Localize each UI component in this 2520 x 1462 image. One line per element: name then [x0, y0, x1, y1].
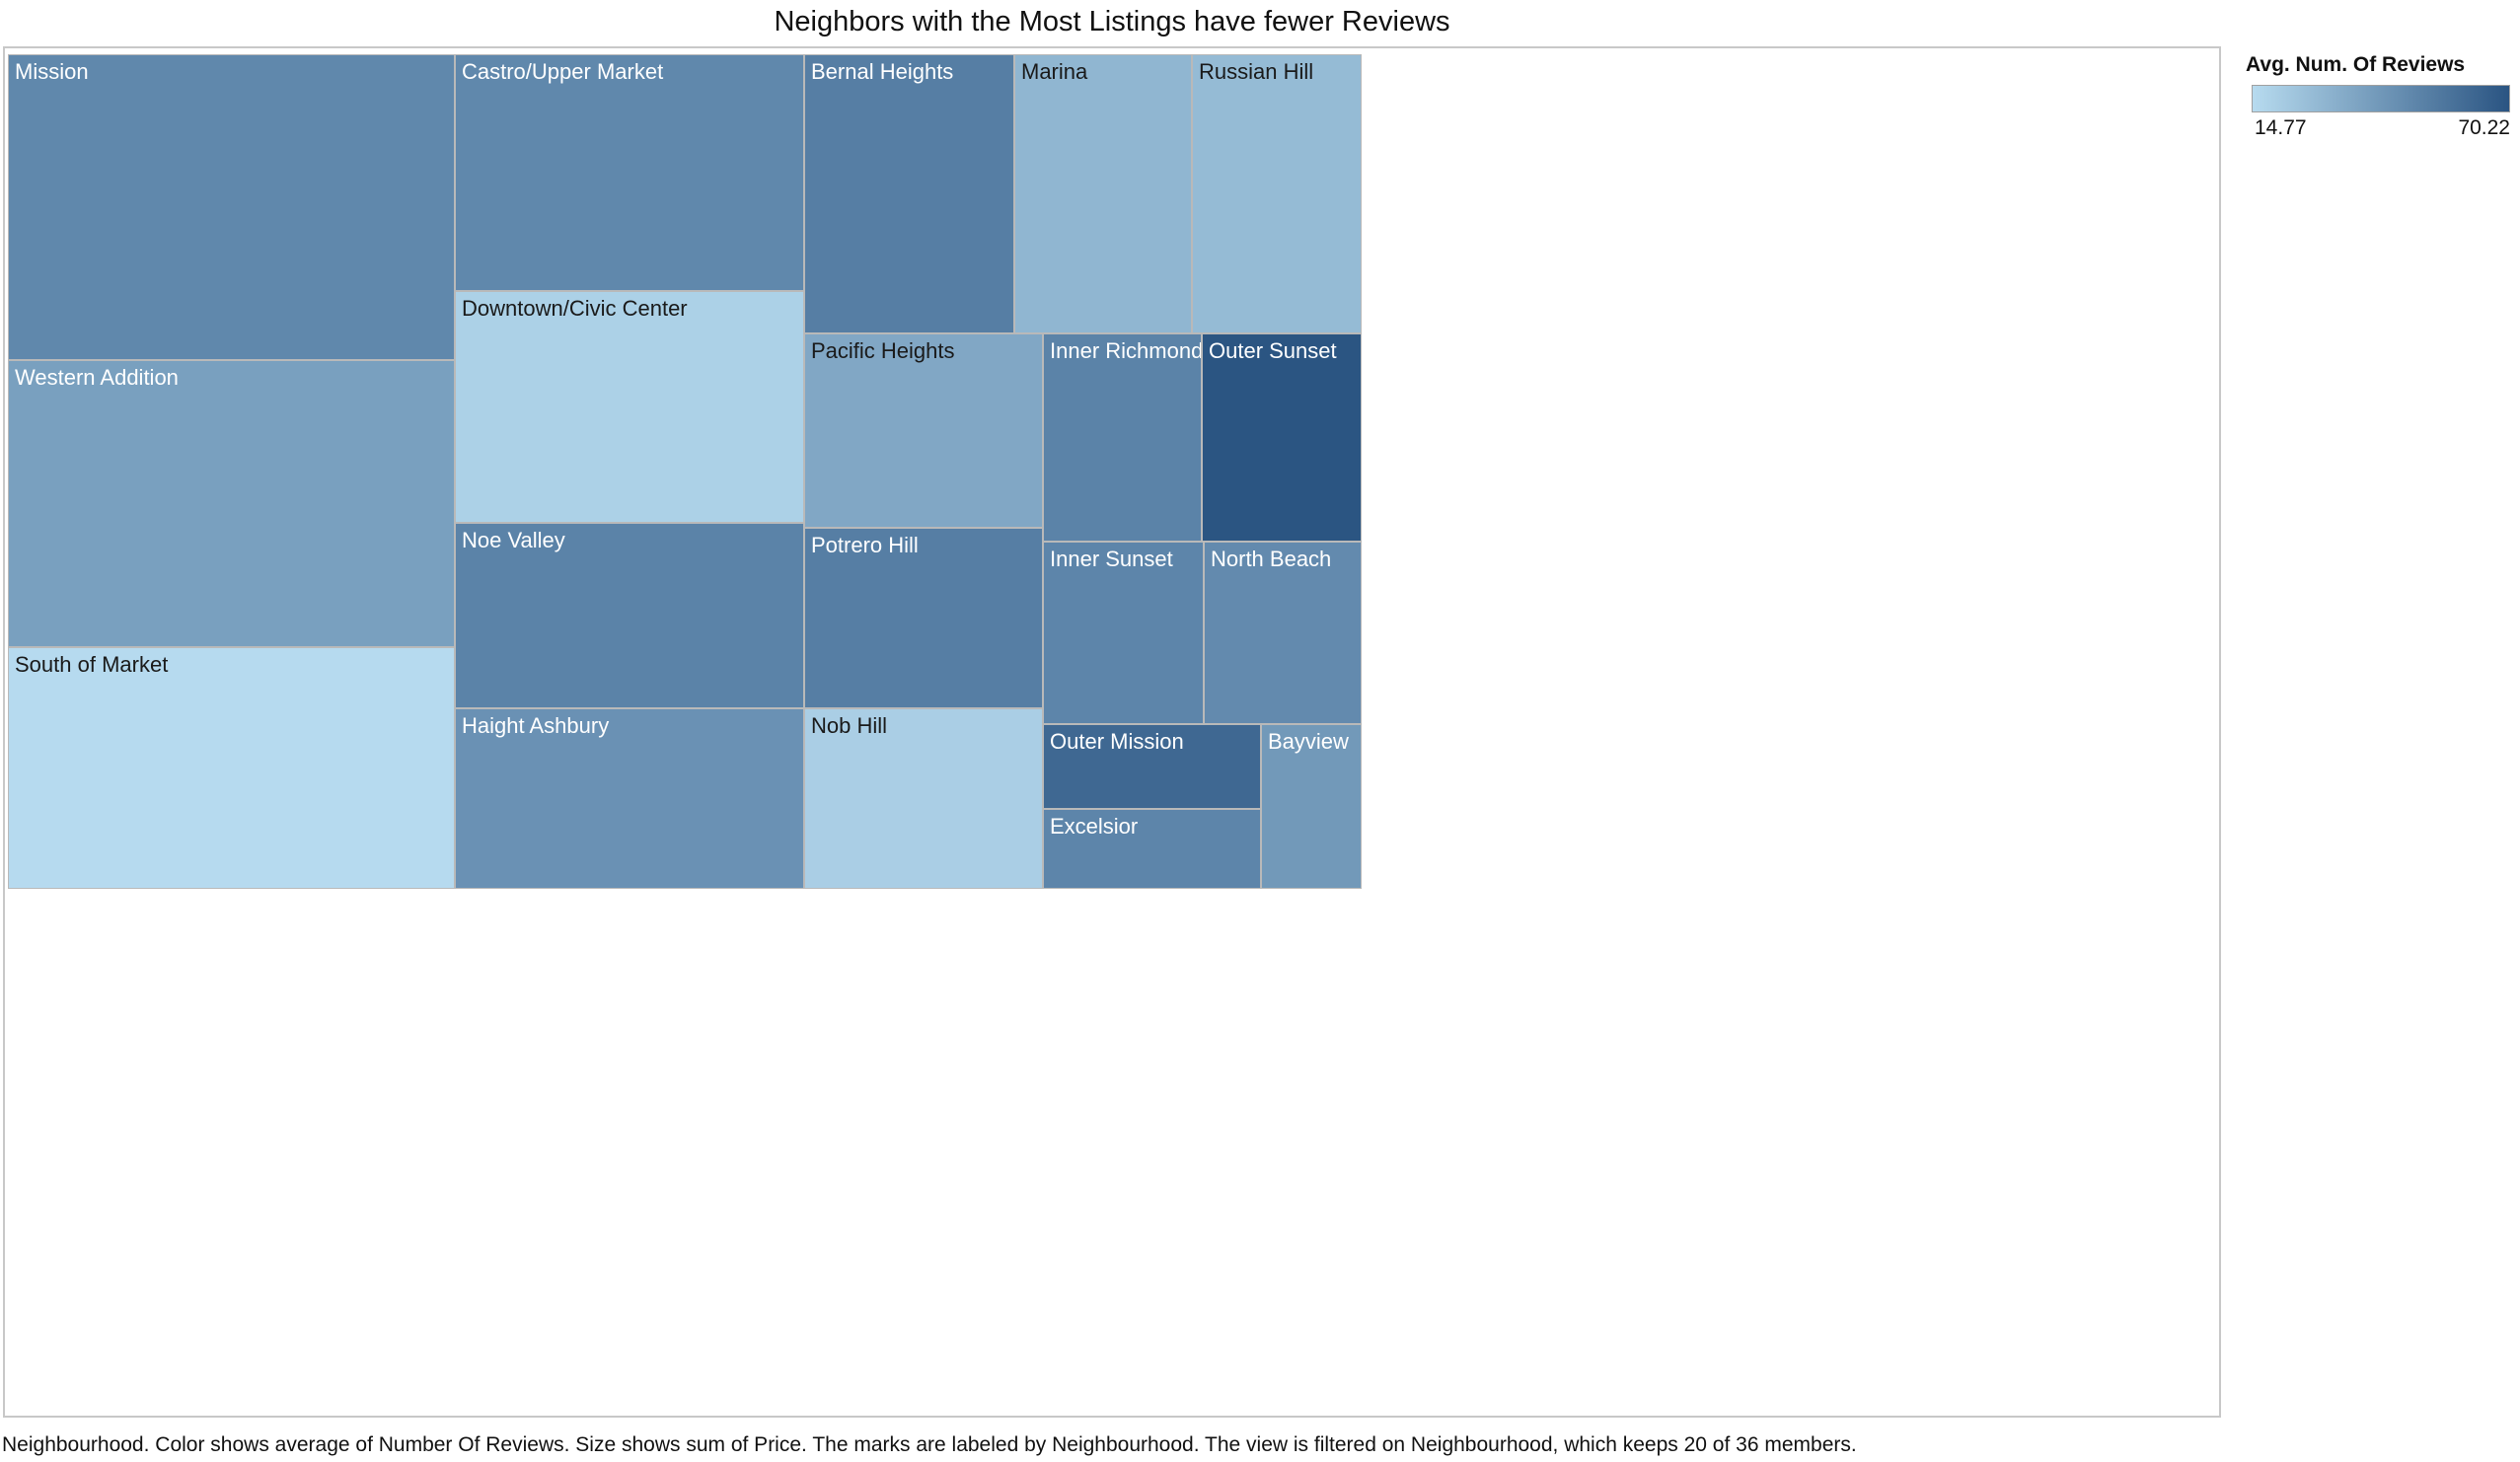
treemap-cell-label: North Beach: [1211, 547, 1332, 571]
chart-caption: Neighbourhood. Color shows average of Nu…: [2, 1433, 1857, 1456]
treemap-cell-label: Excelsior: [1050, 814, 1139, 839]
treemap-cell-inner-richmond[interactable]: Inner Richmond: [1043, 333, 1202, 542]
treemap-cell-bayview[interactable]: Bayview: [1261, 724, 1362, 889]
treemap-cell-label: Haight Ashbury: [462, 713, 610, 738]
treemap-cell-label: Bernal Heights: [811, 59, 954, 84]
treemap-cell-label: Bayview: [1268, 729, 1349, 754]
treemap-cell-north-beach[interactable]: North Beach: [1204, 542, 1362, 724]
treemap-cell-label: Western Addition: [15, 365, 179, 390]
treemap-cell-label: Outer Mission: [1050, 729, 1184, 754]
treemap-cell-label: Pacific Heights: [811, 338, 955, 363]
treemap-cell-label: Mission: [15, 59, 89, 84]
treemap-cell-label: Inner Richmond: [1050, 338, 1202, 363]
treemap-cell-excelsior[interactable]: Excelsior: [1043, 809, 1261, 889]
treemap-cell-label: Potrero Hill: [811, 533, 919, 557]
treemap-cell-western-addition[interactable]: Western Addition: [8, 360, 455, 647]
treemap-cell-label: Downtown/Civic Center: [462, 296, 688, 321]
treemap-cell-potrero-hill[interactable]: Potrero Hill: [804, 528, 1043, 708]
treemap-cell-outer-sunset[interactable]: Outer Sunset: [1202, 333, 1362, 542]
treemap-cell-castro-upper-market[interactable]: Castro/Upper Market: [455, 54, 804, 291]
legend-min-label: 14.77: [2255, 116, 2307, 139]
treemap-cell-label: Russian Hill: [1199, 59, 1314, 84]
treemap-cell-label: Castro/Upper Market: [462, 59, 664, 84]
treemap-cell-label: Noe Valley: [462, 528, 565, 552]
legend-max-label: 70.22: [2458, 116, 2510, 139]
treemap-cell-mission[interactable]: Mission: [8, 54, 455, 360]
treemap-cell-downtown-civic-center[interactable]: Downtown/Civic Center: [455, 291, 804, 523]
treemap-cell-pacific-heights[interactable]: Pacific Heights: [804, 333, 1043, 528]
chart-title: Neighbors with the Most Listings have fe…: [774, 6, 1450, 37]
legend-color-bar: [2252, 85, 2510, 112]
treemap-cell-inner-sunset[interactable]: Inner Sunset: [1043, 542, 1204, 724]
treemap-cell-russian-hill[interactable]: Russian Hill: [1192, 54, 1362, 333]
treemap-cell-label: Outer Sunset: [1209, 338, 1337, 363]
treemap-frame: [3, 46, 2221, 1418]
treemap-cell-noe-valley[interactable]: Noe Valley: [455, 523, 804, 708]
treemap-cell-label: Marina: [1021, 59, 1088, 84]
treemap-cell-label: Nob Hill: [811, 713, 888, 738]
treemap-cell-label: Inner Sunset: [1050, 547, 1173, 571]
treemap-cell-bernal-heights[interactable]: Bernal Heights: [804, 54, 1014, 333]
treemap-cell-nob-hill[interactable]: Nob Hill: [804, 708, 1043, 889]
legend-title: Avg. Num. Of Reviews: [2246, 53, 2466, 76]
treemap-cell-south-of-market[interactable]: South of Market: [8, 647, 455, 889]
treemap-cell-outer-mission[interactable]: Outer Mission: [1043, 724, 1261, 809]
treemap-cell-marina[interactable]: Marina: [1014, 54, 1192, 333]
treemap: Mission Western Addition South of Market Ca…: [8, 54, 2216, 1412]
treemap-cell-label: South of Market: [15, 652, 169, 677]
treemap-cell-haight-ashbury[interactable]: Haight Ashbury: [455, 708, 804, 889]
